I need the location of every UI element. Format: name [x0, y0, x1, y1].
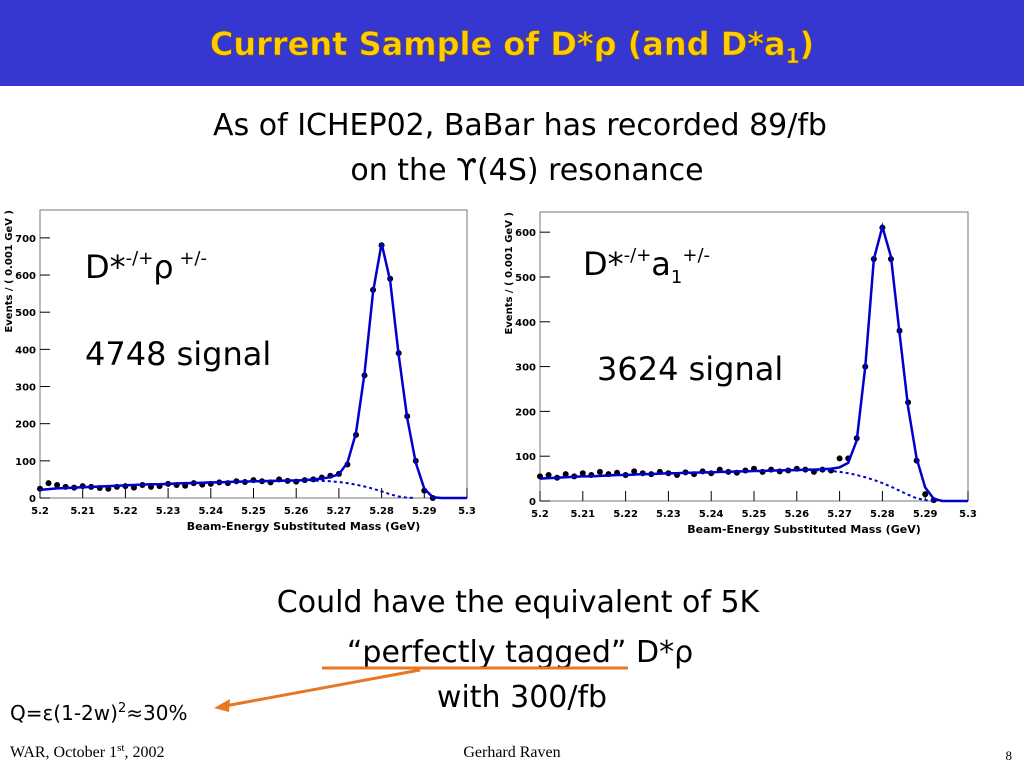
data-point [836, 455, 843, 462]
arrow-head [214, 699, 230, 712]
data-point [545, 472, 552, 479]
arrow [224, 668, 421, 708]
x-tick-label: 5.22 [613, 509, 638, 520]
x-tick-label: 5.29 [913, 509, 938, 520]
channel-sup: -/+ [126, 248, 154, 269]
chart: 0 100 200 300 400 500 600 5.2 5.21 5.22 5.23 5.24 5.… [504, 211, 977, 536]
footer-left: WAR, October 1st, 2002 [10, 742, 164, 761]
x-tick-label: 5.3 [959, 509, 977, 520]
y-tick-label: 500 [15, 308, 36, 319]
channel-sub: 1 [671, 267, 682, 288]
x-tick-label: 5.25 [742, 509, 767, 520]
x-tick-label: 5.21 [570, 509, 595, 520]
page-number: 8 [1006, 748, 1013, 763]
header-bar [0, 0, 1024, 86]
conclusion-line: with 300/fb [437, 680, 607, 715]
channel-label: D*-/+a1+/- [583, 245, 710, 288]
fit-curve [539, 222, 968, 503]
y-tick-label: 400 [515, 318, 536, 329]
x-tick-label: 5.24 [699, 509, 724, 520]
x-tick-label: 5.2 [531, 509, 549, 520]
data-point [579, 470, 586, 477]
x-axis-label: Beam-Energy Substituted Mass (GeV) [687, 523, 920, 536]
intro-line: on the ϒ(4S) resonance [350, 153, 703, 188]
y-axis-label: Events / ( 0.001 GeV ) [504, 212, 515, 335]
data-point [54, 481, 61, 488]
x-axis-label: Beam-Energy Substituted Mass (GeV) [187, 520, 420, 533]
x-tick-label: 5.24 [198, 506, 223, 517]
x-tick-label: 5.28 [870, 509, 895, 520]
y-tick-label: 400 [15, 345, 36, 356]
x-tick-label: 5.22 [113, 506, 138, 517]
fit-curve [39, 243, 467, 500]
y-tick-label: 600 [515, 228, 536, 239]
x-tick-label: 5.25 [241, 506, 266, 517]
y-tick-label: 500 [515, 273, 536, 284]
channel-sup: +/- [174, 248, 207, 269]
data-point [922, 491, 929, 498]
x-tick-label: 5.28 [369, 506, 394, 517]
x-tick-label: 5.3 [458, 506, 476, 517]
channel-sup: +/- [682, 245, 710, 266]
data-point [45, 480, 52, 487]
plot-frame [539, 211, 969, 502]
x-tick-label: 5.23 [656, 509, 681, 520]
data-point [596, 468, 603, 475]
x-tick-label: 5.26 [284, 506, 309, 517]
y-axis-label: Events / ( 0.001 GeV ) [4, 210, 15, 333]
conclusion-line: “perfectly tagged” D*ρ [347, 635, 693, 670]
channel-base: ρ [153, 248, 173, 286]
x-tick-label: 5.21 [70, 506, 95, 517]
x-tick-label: 5.23 [156, 506, 181, 517]
x-tick-label: 5.2 [31, 506, 49, 517]
formula: Q=ε(1-2w)2≈30% [10, 701, 187, 725]
channel-main: D* [85, 248, 126, 286]
y-tick-label: 0 [529, 497, 536, 508]
conclusion-line: Could have the equivalent of 5K [277, 585, 761, 620]
channel-label: D*-/+ρ +/- [85, 248, 207, 286]
signal-count: 4748 signal [85, 335, 271, 373]
y-tick-label: 600 [15, 271, 36, 282]
x-tick-label: 5.27 [827, 509, 852, 520]
chart: 0 100 200 300 400 500 600 700 5.2 5.21 5.22 5.23 5.2… [4, 209, 476, 533]
slide-title: Current Sample of D*ρ (and D*a1) [210, 25, 814, 68]
y-tick-label: 100 [15, 457, 36, 468]
channel-sup: -/+ [624, 245, 652, 266]
x-tick-label: 5.27 [327, 506, 352, 517]
channel-main: D* [583, 245, 624, 283]
y-tick-label: 100 [515, 452, 536, 463]
channel-base: a [651, 245, 671, 283]
y-tick-label: 300 [515, 363, 536, 374]
x-tick-label: 5.29 [412, 506, 437, 517]
y-tick-label: 200 [515, 407, 536, 418]
y-tick-label: 0 [29, 494, 36, 505]
y-tick-label: 700 [15, 234, 36, 245]
data-point [631, 468, 638, 475]
data-point [562, 471, 569, 478]
background-curve [39, 479, 416, 499]
y-tick-label: 200 [15, 420, 36, 431]
footer-center: Gerhard Raven [463, 744, 560, 761]
intro-line: As of ICHEP02, BaBar has recorded 89/fb [213, 108, 827, 143]
signal-count: 3624 signal [597, 350, 783, 388]
y-tick-label: 300 [15, 383, 36, 394]
x-tick-label: 5.26 [784, 509, 809, 520]
